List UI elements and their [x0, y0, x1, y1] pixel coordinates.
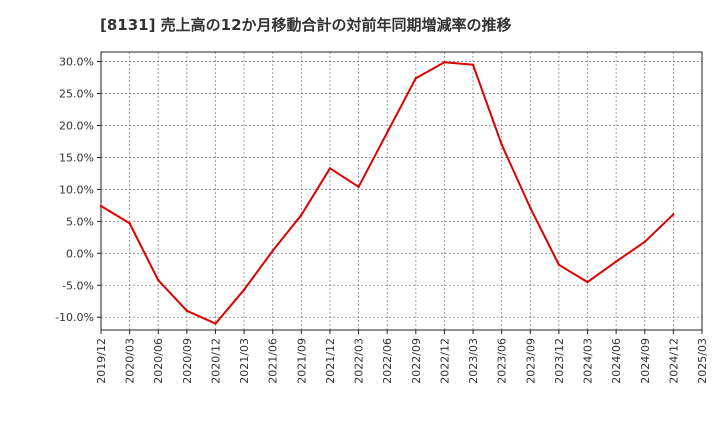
grid-lines: [101, 52, 702, 330]
data-point: [557, 263, 561, 267]
data-point: [471, 63, 475, 66]
x-tick-label: 2024/03: [582, 338, 595, 384]
data-point: [529, 206, 532, 210]
data-point: [185, 309, 189, 313]
y-tick-label: 30.0%: [59, 56, 94, 69]
x-tick-label: 2020/06: [152, 338, 165, 384]
data-point: [99, 204, 103, 208]
data-point: [128, 222, 131, 225]
data-point: [157, 278, 160, 282]
plot-area: [100, 51, 703, 331]
x-tick-label: 2022/03: [353, 338, 366, 384]
x-tick-label: 2021/03: [238, 338, 251, 384]
x-tick-label: 2021/12: [324, 338, 337, 384]
series-layer: [99, 61, 675, 325]
x-tick-label: 2020/09: [181, 338, 194, 384]
x-tick-label: 2024/06: [610, 338, 623, 384]
x-tick-label: 2022/12: [438, 338, 451, 384]
x-tick-label: 2022/09: [410, 338, 423, 384]
y-tick-label: -5.0%: [62, 279, 94, 292]
y-tick-label: 10.0%: [59, 183, 94, 196]
data-point: [614, 260, 618, 263]
chart-title: [8131] 売上高の12か月移動合計の対前年同期増減率の推移: [100, 16, 512, 34]
data-point: [643, 240, 646, 244]
x-tick-label: 2024/09: [639, 338, 652, 384]
y-tick-label: -10.0%: [55, 311, 94, 324]
x-tick-label: 2020/12: [209, 338, 222, 384]
data-point: [357, 185, 360, 189]
y-tick-label: 0.0%: [66, 247, 94, 260]
data-point: [385, 131, 389, 134]
data-point: [500, 143, 503, 146]
y-tick-label: 25.0%: [59, 88, 94, 101]
x-tick-label: 2023/09: [524, 338, 537, 384]
data-point: [672, 213, 675, 216]
x-tick-label: 2019/12: [95, 338, 108, 384]
data-point: [214, 322, 217, 325]
data-point: [242, 288, 246, 291]
data-point: [328, 167, 332, 170]
y-tick-label: 15.0%: [59, 151, 94, 164]
x-tick-label: 2021/06: [267, 338, 280, 384]
x-tick-label: 2021/09: [295, 338, 308, 384]
x-axis: 2019/12 2020/03 2020/06 2020/09 2020/12 2021/…: [95, 330, 709, 384]
y-tick-label: 20.0%: [59, 119, 94, 132]
x-tick-label: 2025/03: [696, 338, 709, 384]
x-tick-label: 2023/12: [553, 338, 566, 384]
y-axis: 30.0% 25.0% 20.0% 15.0% 10.0% 5.0% 0.0% -5.0% -1…: [55, 56, 101, 324]
data-point: [586, 280, 589, 284]
x-tick-label: 2024/12: [667, 338, 680, 384]
x-tick-label: 2023/03: [467, 338, 480, 384]
y-tick-label: 5.0%: [66, 215, 94, 228]
data-point: [271, 249, 274, 252]
data-point: [414, 77, 418, 80]
data-point: [300, 213, 303, 217]
x-tick-label: 2020/03: [124, 338, 137, 384]
data-point: [443, 61, 446, 64]
x-tick-label: 2022/06: [381, 338, 394, 384]
x-tick-label: 2023/06: [496, 338, 509, 384]
